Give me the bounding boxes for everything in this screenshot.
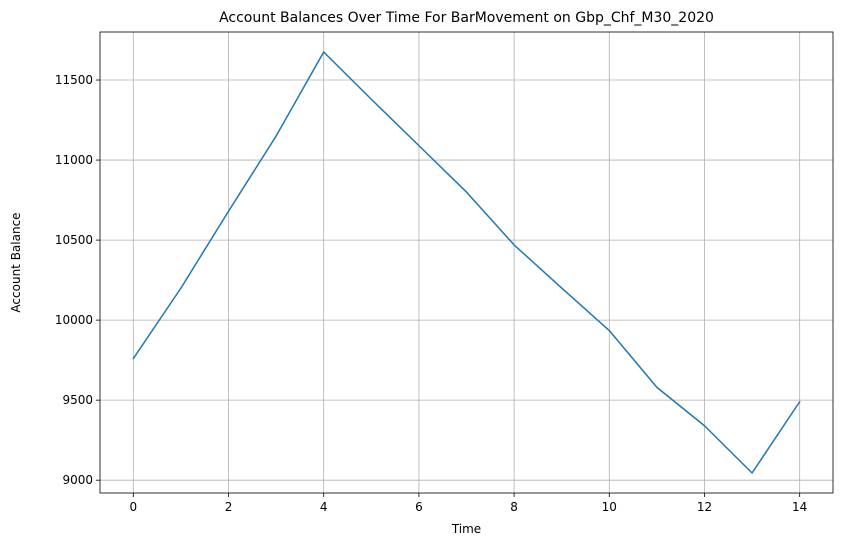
x-tick-label: 0 xyxy=(129,500,137,514)
x-tick-label: 8 xyxy=(510,500,518,514)
y-tick-label: 11000 xyxy=(55,153,93,167)
x-axis-label: Time xyxy=(451,522,481,536)
x-tick-label: 4 xyxy=(320,500,328,514)
grid xyxy=(100,32,833,493)
x-tick-label: 10 xyxy=(602,500,617,514)
x-axis: 0 2 4 6 8 10 12 14 xyxy=(129,493,807,514)
y-tick-label: 9000 xyxy=(62,473,93,487)
y-axis: 9000 9500 10000 10500 11000 11500 xyxy=(55,73,100,487)
y-tick-label: 10500 xyxy=(55,233,93,247)
y-axis-label: Account Balance xyxy=(9,212,23,312)
x-tick-label: 12 xyxy=(697,500,712,514)
x-tick-label: 6 xyxy=(415,500,423,514)
x-tick-label: 14 xyxy=(792,500,807,514)
y-tick-label: 11500 xyxy=(55,73,93,87)
y-tick-label: 10000 xyxy=(55,313,93,327)
chart-title: Account Balances Over Time For BarMoveme… xyxy=(219,10,714,26)
x-tick-label: 2 xyxy=(225,500,233,514)
y-tick-label: 9500 xyxy=(62,393,93,407)
series-line xyxy=(132,51,801,474)
series-layer xyxy=(132,51,801,474)
plot-frame xyxy=(99,31,834,494)
